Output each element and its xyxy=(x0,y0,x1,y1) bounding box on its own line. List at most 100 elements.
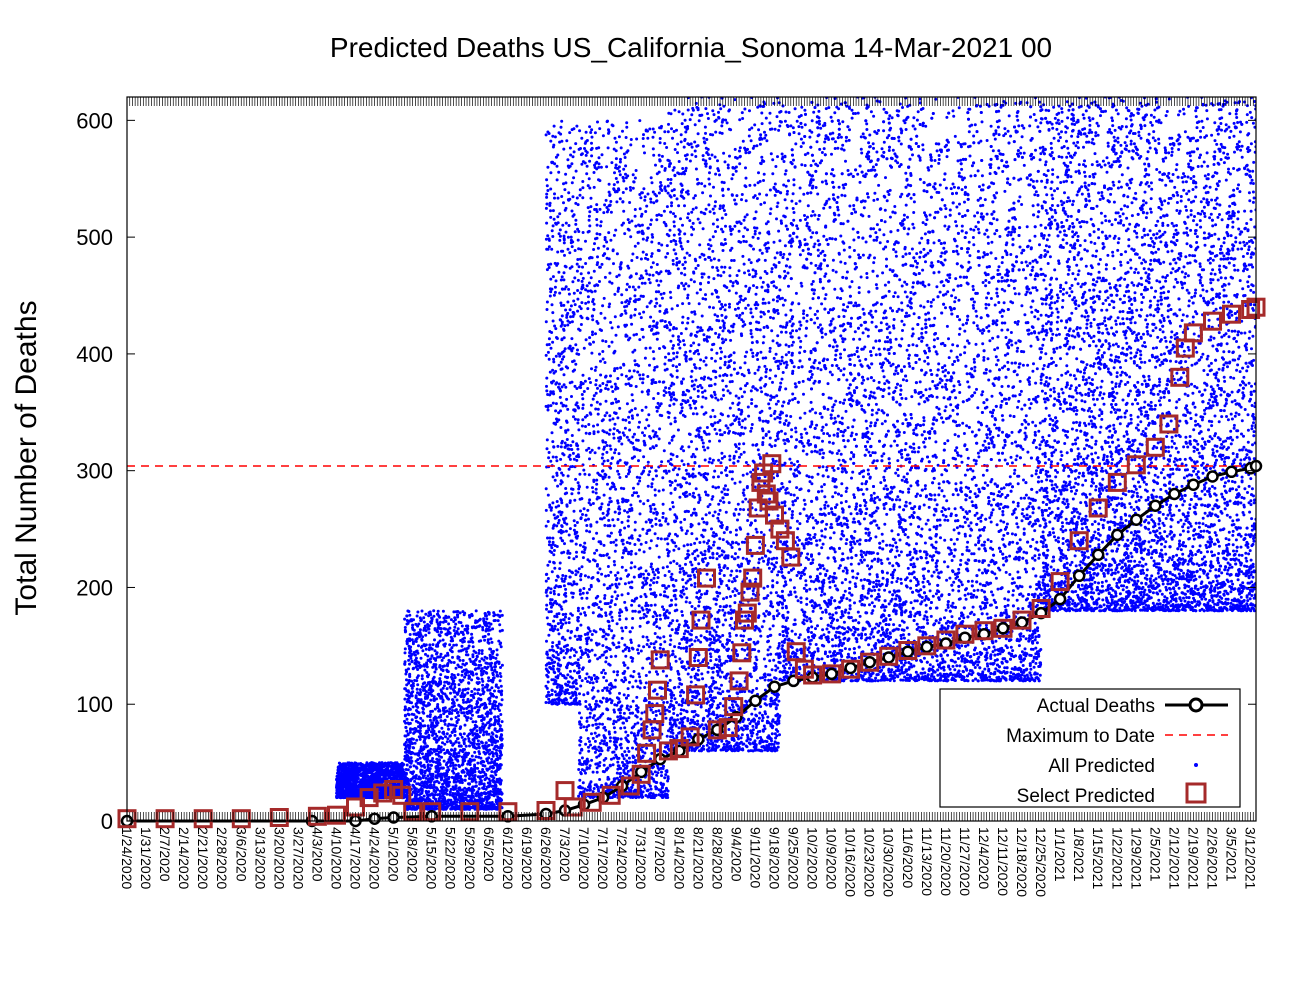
predicted-point xyxy=(498,749,501,752)
predicted-point xyxy=(470,699,473,702)
predicted-point xyxy=(496,648,499,651)
predicted-point xyxy=(339,765,342,768)
predicted-point xyxy=(483,746,486,749)
predicted-point xyxy=(560,338,563,341)
predicted-point xyxy=(439,634,442,637)
predicted-point xyxy=(572,311,575,314)
predicted-point xyxy=(444,735,447,738)
predicted-point xyxy=(485,808,488,811)
predicted-point xyxy=(436,613,439,616)
predicted-point xyxy=(470,694,473,697)
predicted-point xyxy=(477,664,480,667)
predicted-point xyxy=(419,693,422,696)
predicted-point xyxy=(569,465,572,468)
predicted-point xyxy=(415,666,418,669)
predicted-point xyxy=(425,730,428,733)
predicted-point xyxy=(499,724,502,727)
predicted-point xyxy=(564,173,567,176)
predicted-point xyxy=(442,621,445,624)
predicted-point xyxy=(372,779,375,782)
predicted-point xyxy=(564,181,567,184)
predicted-point xyxy=(561,275,564,278)
predicted-point xyxy=(415,720,418,723)
predicted-point xyxy=(484,778,487,781)
predicted-point xyxy=(408,701,411,704)
predicted-point xyxy=(466,806,469,809)
predicted-point xyxy=(547,577,550,580)
predicted-point xyxy=(415,793,418,796)
predicted-point xyxy=(474,667,477,670)
predicted-point xyxy=(549,188,552,191)
predicted-point xyxy=(439,664,442,667)
predicted-point xyxy=(433,671,436,674)
predicted-point xyxy=(409,728,412,731)
predicted-point xyxy=(395,775,398,778)
predicted-point xyxy=(429,621,432,624)
predicted-point xyxy=(454,758,457,761)
predicted-point xyxy=(336,787,339,790)
predicted-point xyxy=(556,165,559,168)
predicted-point xyxy=(576,349,579,352)
predicted-point xyxy=(555,459,558,462)
predicted-point xyxy=(499,675,502,678)
predicted-point xyxy=(574,230,577,233)
predicted-point xyxy=(570,395,573,398)
predicted-point xyxy=(474,774,477,777)
predicted-point xyxy=(571,596,574,599)
predicted-point xyxy=(565,530,568,533)
predicted-point xyxy=(471,786,474,789)
predicted-point xyxy=(573,292,576,295)
predicted-point xyxy=(555,402,558,405)
predicted-point xyxy=(499,737,502,740)
predicted-point xyxy=(557,352,560,355)
predicted-point xyxy=(489,692,492,695)
predicted-point xyxy=(560,368,563,371)
predicted-point xyxy=(366,779,369,782)
predicted-point xyxy=(569,345,572,348)
predicted-point xyxy=(491,743,494,746)
predicted-point xyxy=(471,774,474,777)
predicted-point xyxy=(414,623,417,626)
predicted-point xyxy=(496,730,499,733)
predicted-point xyxy=(425,671,428,674)
predicted-point xyxy=(368,764,371,767)
predicted-point xyxy=(426,623,429,626)
predicted-point xyxy=(434,627,437,630)
predicted-point xyxy=(453,795,456,798)
predicted-point xyxy=(457,718,460,721)
predicted-point xyxy=(471,653,474,656)
predicted-point xyxy=(409,765,412,768)
predicted-point xyxy=(577,418,580,421)
predicted-point xyxy=(454,788,457,791)
predicted-point xyxy=(576,263,579,266)
predicted-point xyxy=(493,690,496,693)
predicted-point xyxy=(441,783,444,786)
predicted-point xyxy=(368,771,371,774)
predicted-point xyxy=(472,728,475,731)
predicted-point xyxy=(449,764,452,767)
predicted-point xyxy=(403,698,406,701)
predicted-point xyxy=(441,697,444,700)
predicted-point xyxy=(569,501,572,504)
predicted-point xyxy=(551,625,554,628)
predicted-point xyxy=(481,775,484,778)
predicted-point xyxy=(492,614,495,617)
predicted-point xyxy=(433,676,436,679)
predicted-point xyxy=(552,629,555,632)
predicted-point xyxy=(545,320,548,323)
predicted-point xyxy=(468,710,471,713)
predicted-point xyxy=(425,777,428,780)
predicted-point xyxy=(545,509,548,512)
predicted-point xyxy=(561,636,564,639)
predicted-point xyxy=(404,705,407,708)
predicted-point xyxy=(415,739,418,742)
predicted-point xyxy=(422,616,425,619)
predicted-point xyxy=(429,661,432,664)
predicted-point xyxy=(483,639,486,642)
predicted-point xyxy=(487,633,490,636)
predicted-point xyxy=(443,797,446,800)
predicted-point xyxy=(447,728,450,731)
predicted-point xyxy=(450,661,453,664)
predicted-point xyxy=(495,807,498,810)
predicted-point xyxy=(446,737,449,740)
